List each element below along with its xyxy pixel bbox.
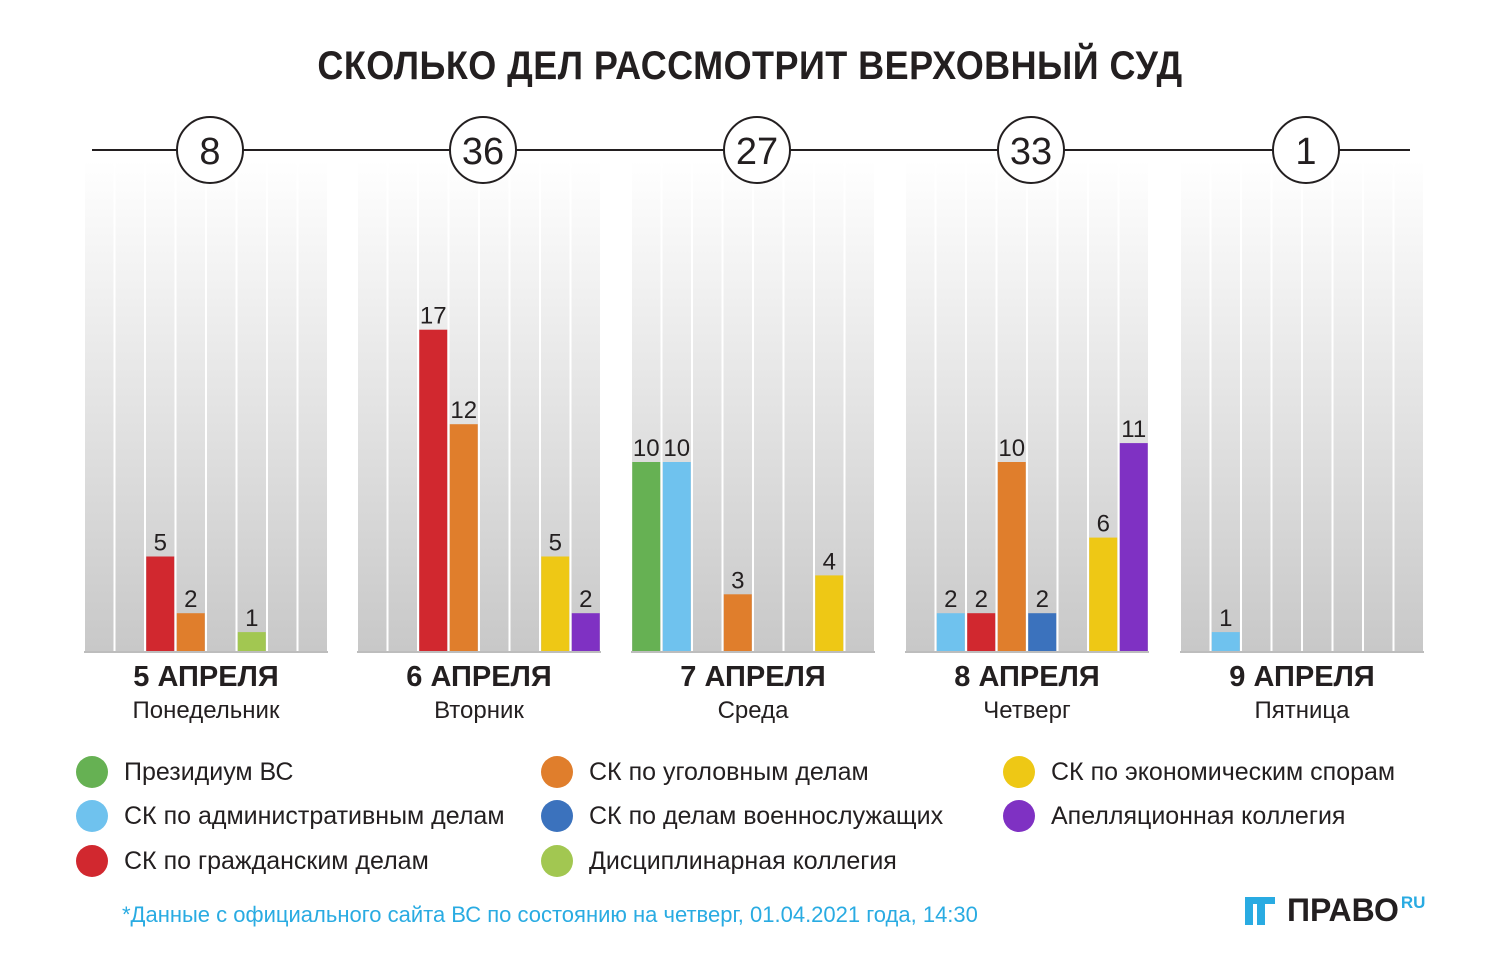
bar [571,613,600,651]
chart-title: СКОЛЬКО ДЕЛ РАССМОТРИТ ВЕРХОВНЫЙ СУД [317,44,1183,88]
bg-stripe [1028,160,1057,651]
bg-stripe [115,160,144,651]
brand-logo: ПРАВО RU [1243,893,1425,927]
bg-stripe [1303,160,1332,651]
bg-stripe [815,160,844,651]
bg-stripe [754,160,783,651]
total-circle [1272,116,1340,184]
bg-stripe [967,160,996,651]
bg-stripe [176,160,205,651]
bg-stripe [1058,160,1087,651]
brand-name: ПРАВО [1287,892,1399,928]
bar-value-label: 2 [579,586,592,613]
bar-value-label: 10 [633,435,660,462]
bg-stripe [510,160,539,651]
bar [176,613,205,651]
total-value: 1 [1295,131,1316,173]
bar-value-label: 17 [420,303,447,330]
day-date-label: 7 АПРЕЛЯ [680,661,825,693]
bar-value-label: 5 [154,530,167,557]
pravo-logo-icon [1245,897,1275,925]
total-value: 36 [462,131,504,173]
day-date-label: 9 АПРЕЛЯ [1229,661,1374,693]
bg-stripe [480,160,509,651]
bar [632,462,661,651]
bg-stripe [693,160,722,651]
bar-value-label: 2 [1036,586,1049,613]
bg-stripe [1181,160,1210,651]
total-value: 33 [1010,131,1052,173]
bg-stripe [1242,160,1271,651]
bar-value-label: 10 [663,435,690,462]
bg-stripe [358,160,387,651]
total-value: 8 [199,131,220,173]
bar [237,632,266,651]
bg-stripe [237,160,266,651]
bg-stripe [571,160,600,651]
bar [967,613,996,651]
bar-value-label: 3 [731,567,744,594]
bg-stripe [1211,160,1240,651]
total-value: 27 [736,131,778,173]
day-weekday-label: Понедельник [133,697,280,724]
bar-value-label: 2 [184,586,197,613]
bar-value-label: 11 [1121,416,1146,443]
bg-stripe [268,160,297,651]
bg-stripe [1333,160,1362,651]
day-date-label: 6 АПРЕЛЯ [406,661,551,693]
bar-value-label: 1 [1219,605,1232,632]
total-circle [997,116,1065,184]
day-weekday-label: Среда [718,697,790,724]
bg-stripe [784,160,813,651]
bar-value-label: 5 [549,530,562,557]
bar-value-label: 12 [450,397,477,424]
bg-stripe [207,160,236,651]
bg-stripe [906,160,935,651]
bar [1089,537,1118,651]
bg-stripe [1394,160,1423,651]
bar [1119,443,1148,651]
bar [936,613,965,651]
bar [449,424,478,651]
day-weekday-label: Пятница [1255,697,1351,724]
footnote: *Данные с официального сайта ВС по состо… [122,902,978,927]
day-date-label: 5 АПРЕЛЯ [133,661,278,693]
bg-stripe [1364,160,1393,651]
bg-stripe [723,160,752,651]
brand-suffix: RU [1400,893,1426,912]
bar-value-label: 2 [975,586,988,613]
bar-value-label: 1 [245,605,258,632]
bar-value-label: 4 [823,548,836,575]
bg-stripe [1272,160,1301,651]
bar [662,462,691,651]
total-circle [176,116,244,184]
bar-value-label: 2 [944,586,957,613]
total-circle [449,116,517,184]
bar-value-label: 10 [998,435,1025,462]
bar [419,329,448,651]
bar-value-label: 6 [1097,511,1110,538]
bar [815,575,844,651]
bg-stripe [845,160,874,651]
day-weekday-label: Четверг [983,697,1071,724]
bg-stripe [936,160,965,651]
bar [1211,632,1240,651]
day-weekday-label: Вторник [434,697,524,724]
bar [146,556,175,651]
total-circle [723,116,791,184]
bg-stripe [388,160,417,651]
day-date-label: 8 АПРЕЛЯ [954,661,1099,693]
bg-stripe [298,160,327,651]
bar [997,462,1026,651]
bg-stripe [85,160,114,651]
bar [1028,613,1057,651]
bar [541,556,570,651]
bar [723,594,752,651]
